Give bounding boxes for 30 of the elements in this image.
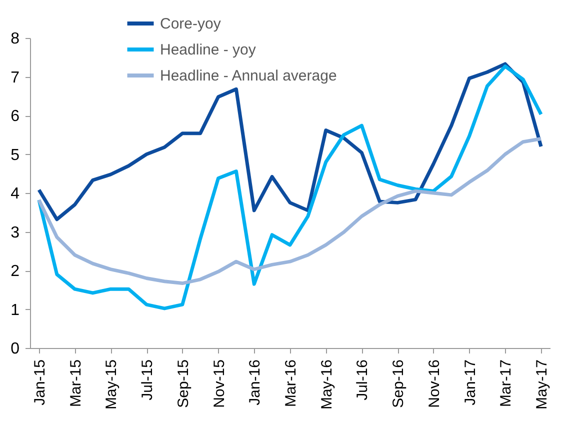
y-tick-label: 4	[10, 186, 20, 202]
x-tick-label: Mar-17	[498, 360, 515, 408]
x-tick-label: Jan-16	[246, 360, 264, 406]
y-tick-label: 0	[10, 340, 20, 358]
x-tick-label: Nov-16	[426, 360, 443, 408]
x-tick-label: Nov-15	[210, 360, 228, 408]
x-tick-label: May-17	[534, 360, 551, 410]
x-tick-label: May-16	[318, 360, 336, 410]
x-tick-label: Jan-15	[31, 360, 48, 406]
x-tick-label: Mar-16	[282, 360, 300, 408]
x-tick-label: May-15	[103, 360, 120, 410]
legend-label: Headline - yoy	[160, 42, 256, 58]
y-tick-label: 2	[10, 263, 20, 280]
x-tick-label: Mar-15	[67, 360, 84, 408]
line-series	[37, 137, 543, 286]
legend-label: Headline - Annual average	[160, 68, 337, 84]
y-tick-label: 3	[10, 224, 20, 242]
y-tick-label: 8	[10, 30, 20, 48]
y-tick-label: 7	[10, 69, 20, 86]
y-tick-label: 6	[10, 108, 20, 125]
y-tick-label: 1	[10, 302, 20, 319]
x-tick-label: Jul-15	[139, 360, 156, 400]
x-tick-label: Jan-17	[462, 360, 479, 406]
line-series	[37, 64, 543, 310]
y-tick-label: 5	[10, 146, 20, 164]
x-tick-label: Jul-16	[354, 360, 372, 400]
x-tick-label: Sep-16	[390, 360, 408, 408]
line-series	[37, 62, 543, 222]
legend-label: Core-yoy	[160, 16, 222, 32]
x-tick-label: Sep-15	[174, 360, 192, 408]
